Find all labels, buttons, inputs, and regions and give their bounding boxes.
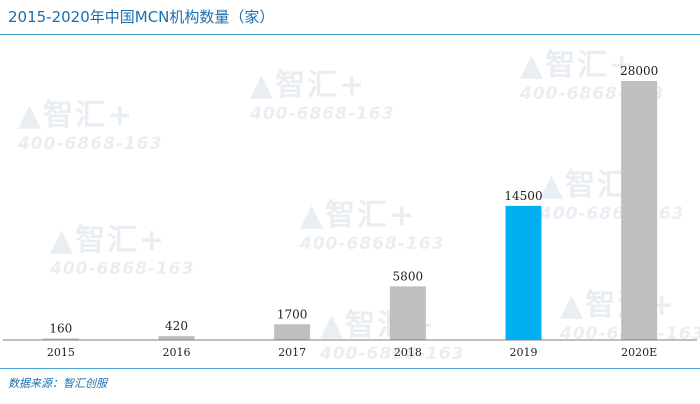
data-label: 28000 — [620, 64, 658, 78]
x-tick-label: 2020E — [621, 346, 657, 359]
bar — [621, 81, 658, 340]
page-title: 2015-2020年中国MCN机构数量（家） — [8, 8, 275, 26]
title-divider — [0, 34, 700, 35]
footer-divider — [0, 368, 700, 369]
x-tick-label: 2017 — [278, 346, 306, 359]
data-source: 数据来源：智汇创服 — [8, 377, 107, 390]
data-label: 1700 — [277, 307, 308, 321]
bar — [274, 324, 311, 340]
x-tick-label: 2015 — [47, 346, 75, 359]
data-label: 160 — [49, 322, 72, 336]
x-tick-label: 2016 — [163, 346, 191, 359]
x-tick-label: 2019 — [510, 346, 538, 359]
x-tick-label: 2018 — [394, 346, 422, 359]
data-label: 5800 — [393, 269, 424, 283]
bar — [505, 205, 542, 340]
data-label: 14500 — [504, 189, 542, 203]
data-label: 420 — [165, 319, 188, 333]
bar — [42, 338, 79, 340]
bar — [158, 336, 195, 340]
bar — [389, 286, 426, 340]
